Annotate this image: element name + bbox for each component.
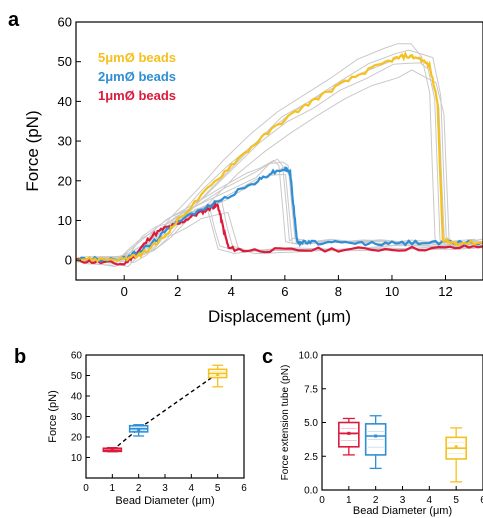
series-line [75, 51, 483, 263]
y-tick-label: 40 [58, 94, 72, 109]
x-tick-label: 6 [281, 284, 288, 299]
y-axis-label: Force (pN) [47, 390, 59, 443]
y-tick-label: 30 [58, 134, 72, 149]
x-axis-label: Displacement (μm) [208, 307, 351, 326]
y-tick-label: 40 [71, 392, 83, 403]
panel-letter-c: c [262, 346, 273, 368]
x-tick-label: 5 [453, 495, 459, 506]
y-tick-label: 50 [71, 371, 83, 382]
x-tick-label: 3 [400, 495, 406, 506]
y-tick-label: 20 [71, 433, 83, 444]
background-trace [75, 166, 483, 262]
box-mark [207, 364, 228, 388]
x-tick-label: 10 [385, 284, 399, 299]
box-mean [110, 448, 114, 452]
box-mean [137, 428, 141, 432]
legend-entry: 2μmØ beads [98, 69, 176, 84]
y-axis-label: Force extension tube (pN) [280, 365, 291, 481]
x-tick-label: 0 [319, 495, 325, 506]
x-tick-label: 4 [189, 483, 195, 494]
series-line [75, 166, 483, 263]
y-tick-label: 0 [65, 253, 72, 268]
x-axis-label: Bead Diameter (μm) [353, 505, 452, 517]
box-mark [338, 417, 360, 456]
y-tick-label: 10 [58, 213, 72, 228]
legend-entry: 1μmØ beads [98, 88, 176, 103]
x-tick-label: 0 [121, 284, 128, 299]
x-tick-label: 2 [136, 483, 142, 494]
y-tick-label: 60 [71, 351, 83, 362]
box-mean [216, 372, 220, 376]
y-tick-label: 10.0 [299, 351, 319, 362]
box-mark [128, 424, 149, 437]
x-tick-label: 1 [346, 495, 352, 506]
panel-b-box-chart: 0 1 2 3 4 5 6 10 20 30 40 50 60 Bead Diameter (μm) For… [47, 351, 247, 508]
x-tick-label: 6 [480, 495, 483, 506]
y-axis-label: Force (pN) [23, 110, 42, 191]
box-mark [102, 447, 123, 453]
x-tick-label: 0 [83, 483, 89, 494]
trend-line [111, 372, 219, 451]
box-mark [364, 415, 387, 470]
x-tick-label: 4 [228, 284, 235, 299]
y-tick-label: 10 [71, 453, 83, 464]
y-tick-label: 0.0 [304, 486, 318, 497]
y-tick-label: 5.0 [304, 418, 318, 429]
y-tick-label: 2.5 [304, 452, 318, 463]
panel-letter-a: a [8, 9, 20, 31]
x-tick-label: 3 [162, 483, 168, 494]
y-tick-label: 30 [71, 412, 83, 423]
y-tick-label: 7.5 [304, 384, 318, 395]
x-axis-label: Bead Diameter (μm) [115, 495, 214, 507]
box-mean [374, 434, 378, 438]
box-mark [445, 427, 467, 483]
background-trace [75, 55, 481, 263]
x-tick-label: 2 [373, 495, 379, 506]
legend-entry: 5μmØ beads [98, 50, 176, 65]
box-mean [347, 431, 351, 435]
box-mean [454, 445, 458, 449]
x-tick-label: 6 [241, 483, 247, 494]
x-tick-label: 2 [174, 284, 181, 299]
y-tick-label: 60 [58, 15, 72, 30]
x-tick-label: 8 [335, 284, 342, 299]
background-trace [82, 69, 483, 258]
y-tick-label: 20 [58, 173, 72, 188]
panel-c-box-chart: 0 1 2 3 4 5 6 0.0 2.5 5.0 7.5 10.0 Bead Diameter (μm… [280, 351, 483, 517]
background-trace [79, 49, 483, 262]
panel-a-line-chart: 0 2 4 6 8 10 12 0 10 20 30 40 50 60 Displacement (μm) F… [23, 15, 483, 326]
x-tick-label: 1 [110, 483, 116, 494]
x-tick-label: 12 [438, 284, 452, 299]
plot-frame [75, 21, 483, 281]
y-tick-label: 50 [58, 54, 72, 69]
x-tick-label: 4 [427, 495, 433, 506]
panel-letter-b: b [14, 346, 26, 368]
x-tick-label: 5 [215, 483, 221, 494]
